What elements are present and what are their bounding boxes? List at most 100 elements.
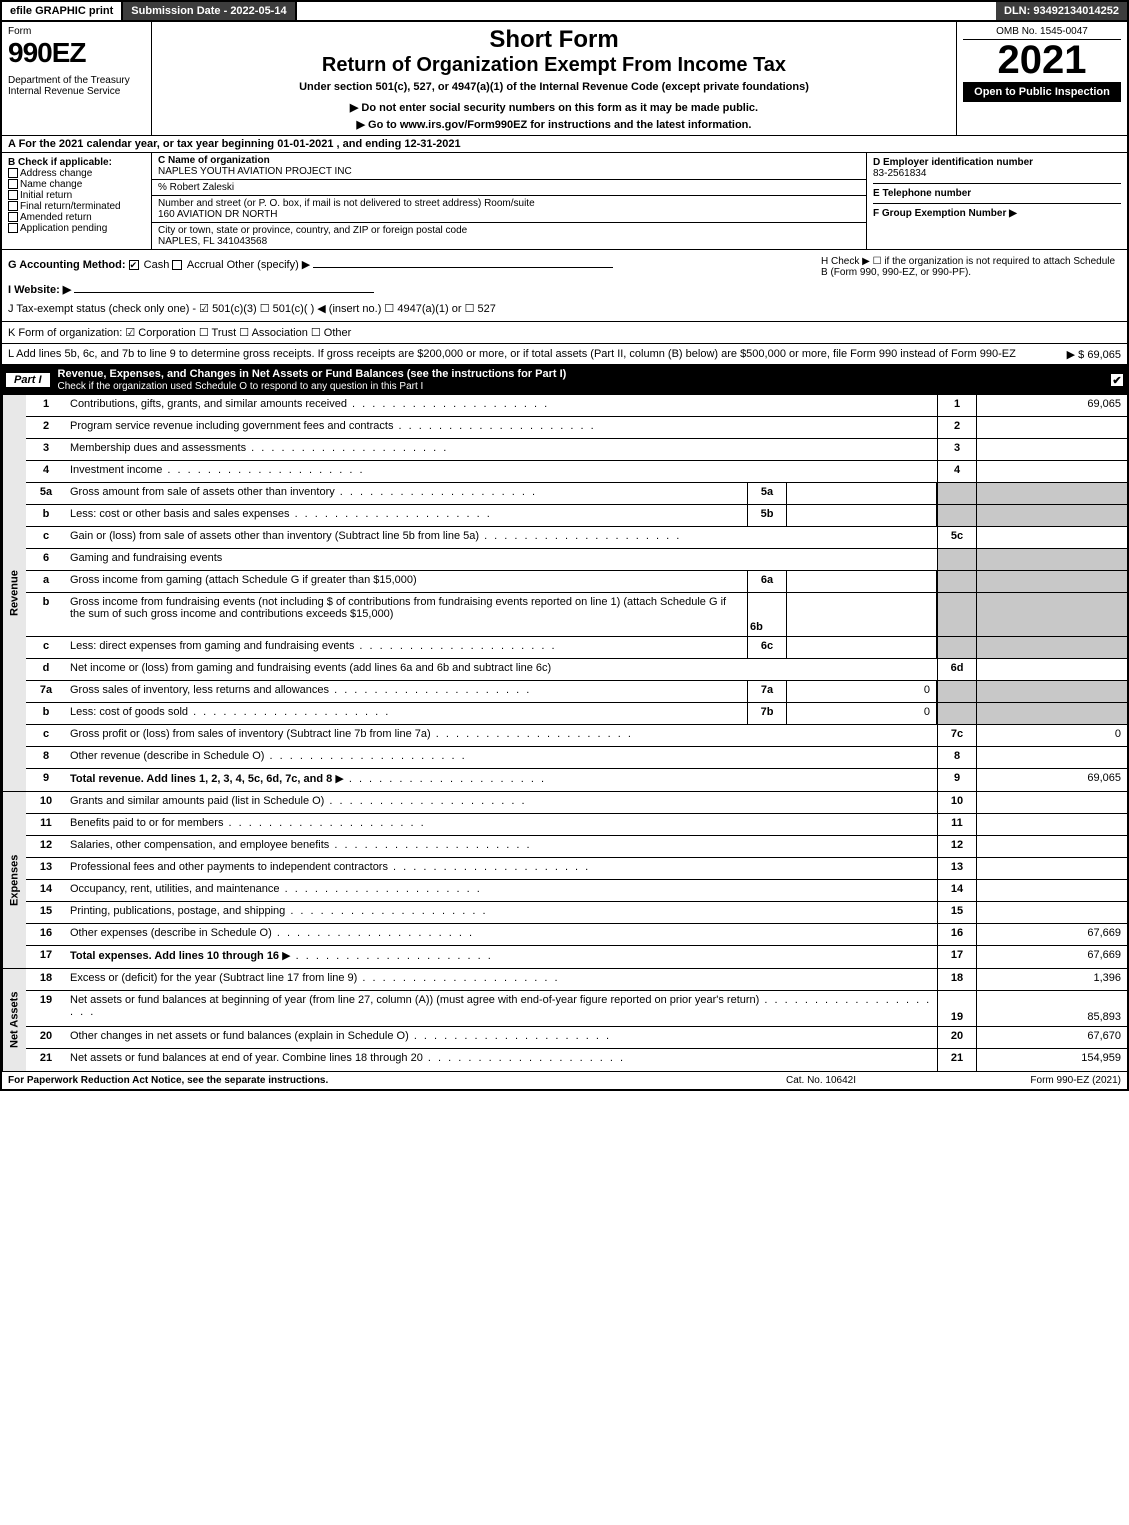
- line-7b: bLess: cost of goods sold7b0: [26, 703, 1127, 725]
- line-13: 13Professional fees and other payments t…: [26, 858, 1127, 880]
- section-h: H Check ▶ ☐ if the organization is not r…: [821, 256, 1121, 315]
- line-1: 1Contributions, gifts, grants, and simil…: [26, 395, 1127, 417]
- line-9: 9Total revenue. Add lines 1, 2, 3, 4, 5c…: [26, 769, 1127, 791]
- main-title: Return of Organization Exempt From Incom…: [158, 54, 950, 77]
- column-b: B Check if applicable: Address change Na…: [2, 153, 152, 249]
- care-of-row: % Robert Zaleski: [152, 180, 866, 196]
- other-specify-field[interactable]: [313, 256, 613, 268]
- spacer: [297, 2, 996, 20]
- street-row: Number and street (or P. O. box, if mail…: [152, 196, 866, 223]
- line-11: 11Benefits paid to or for members11: [26, 814, 1127, 836]
- inspection-box: Open to Public Inspection: [963, 82, 1121, 102]
- line-21: 21Net assets or fund balances at end of …: [26, 1049, 1127, 1071]
- line-7a: 7aGross sales of inventory, less returns…: [26, 681, 1127, 703]
- part1-checkbox[interactable]: ✔: [1111, 374, 1123, 386]
- line-7c: cGross profit or (loss) from sales of in…: [26, 725, 1127, 747]
- warning-2[interactable]: ▶ Go to www.irs.gov/Form990EZ for instru…: [158, 118, 950, 131]
- city-row: City or town, state or province, country…: [152, 223, 866, 249]
- subtitle: Under section 501(c), 527, or 4947(a)(1)…: [158, 81, 950, 93]
- line-14: 14Occupancy, rent, utilities, and mainte…: [26, 880, 1127, 902]
- accounting-method: G Accounting Method: Cash Accrual Other …: [8, 256, 821, 315]
- line-19: 19Net assets or fund balances at beginni…: [26, 991, 1127, 1027]
- row-l: L Add lines 5b, 6c, and 7b to line 9 to …: [0, 344, 1129, 365]
- line-2: 2Program service revenue including gover…: [26, 417, 1127, 439]
- line-20: 20Other changes in net assets or fund ba…: [26, 1027, 1127, 1049]
- row-k: K Form of organization: ☑ Corporation ☐ …: [0, 322, 1129, 344]
- chk-address[interactable]: Address change: [8, 168, 145, 179]
- phone-label: E Telephone number: [873, 188, 1121, 199]
- street-value: 160 AVIATION DR NORTH: [158, 209, 860, 220]
- header-center: Short Form Return of Organization Exempt…: [152, 22, 957, 135]
- chk-cash[interactable]: [129, 260, 139, 270]
- row-l-value: ▶ $ 69,065: [1067, 348, 1121, 361]
- footer: For Paperwork Reduction Act Notice, see …: [0, 1072, 1129, 1091]
- chk-initial[interactable]: Initial return: [8, 190, 145, 201]
- tax-exempt-status: J Tax-exempt status (check only one) - ☑…: [8, 302, 821, 315]
- phone-block: E Telephone number: [873, 188, 1121, 204]
- city-label: City or town, state or province, country…: [158, 225, 860, 236]
- row-l-text: L Add lines 5b, 6c, and 7b to line 9 to …: [8, 348, 1016, 360]
- part1-header: Part I Revenue, Expenses, and Changes in…: [0, 365, 1129, 395]
- expenses-side-label: Expenses: [2, 792, 26, 968]
- form-header: Form 990EZ Department of the Treasury In…: [0, 22, 1129, 136]
- line-16: 16Other expenses (describe in Schedule O…: [26, 924, 1127, 946]
- line-6: 6Gaming and fundraising events: [26, 549, 1127, 571]
- tax-year: 2021: [963, 40, 1121, 80]
- street-label: Number and street (or P. O. box, if mail…: [158, 198, 860, 209]
- ein-value: 83-2561834: [873, 168, 1121, 179]
- footer-center: Cat. No. 10642I: [721, 1075, 921, 1086]
- top-bar: efile GRAPHIC print Submission Date - 20…: [0, 0, 1129, 22]
- line-8: 8Other revenue (describe in Schedule O)8: [26, 747, 1127, 769]
- line-18: 18Excess or (deficit) for the year (Subt…: [26, 969, 1127, 991]
- part1-label: Part I: [6, 373, 50, 387]
- line-6d: dNet income or (loss) from gaming and fu…: [26, 659, 1127, 681]
- col-b-title: B Check if applicable:: [8, 157, 145, 168]
- revenue-side-label: Revenue: [2, 395, 26, 791]
- group-exemption: F Group Exemption Number ▶: [873, 208, 1121, 219]
- org-name-label: C Name of organization: [158, 155, 860, 166]
- form-word: Form: [8, 26, 145, 37]
- line-15: 15Printing, publications, postage, and s…: [26, 902, 1127, 924]
- submission-date: Submission Date - 2022-05-14: [123, 2, 296, 20]
- org-name-row: C Name of organization NAPLES YOUTH AVIA…: [152, 153, 866, 180]
- line-6a: aGross income from gaming (attach Schedu…: [26, 571, 1127, 593]
- info-block: B Check if applicable: Address change Na…: [0, 153, 1129, 250]
- footer-right: Form 990-EZ (2021): [921, 1075, 1121, 1086]
- line-12: 12Salaries, other compensation, and empl…: [26, 836, 1127, 858]
- city-value: NAPLES, FL 341043568: [158, 236, 860, 247]
- netassets-side-label: Net Assets: [2, 969, 26, 1071]
- part1-title: Revenue, Expenses, and Changes in Net As…: [58, 368, 567, 392]
- header-left: Form 990EZ Department of the Treasury In…: [2, 22, 152, 135]
- form-number: 990EZ: [8, 37, 145, 69]
- line-5b: bLess: cost or other basis and sales exp…: [26, 505, 1127, 527]
- efile-print-button[interactable]: efile GRAPHIC print: [2, 2, 123, 20]
- chk-amended[interactable]: Amended return: [8, 212, 145, 223]
- column-c: C Name of organization NAPLES YOUTH AVIA…: [152, 153, 867, 249]
- department-text: Department of the Treasury Internal Reve…: [8, 75, 145, 97]
- line-3: 3Membership dues and assessments3: [26, 439, 1127, 461]
- org-name: NAPLES YOUTH AVIATION PROJECT INC: [158, 166, 860, 177]
- dln-label: DLN: 93492134014252: [996, 2, 1127, 20]
- line-17: 17Total expenses. Add lines 10 through 1…: [26, 946, 1127, 968]
- header-right: OMB No. 1545-0047 2021 Open to Public In…: [957, 22, 1127, 135]
- line-5a: 5aGross amount from sale of assets other…: [26, 483, 1127, 505]
- row-g-h: G Accounting Method: Cash Accrual Other …: [0, 250, 1129, 322]
- ein-label: D Employer identification number: [873, 157, 1121, 168]
- column-def: D Employer identification number 83-2561…: [867, 153, 1127, 249]
- part1-table: Revenue 1Contributions, gifts, grants, a…: [0, 395, 1129, 1072]
- chk-pending[interactable]: Application pending: [8, 223, 145, 234]
- footer-left: For Paperwork Reduction Act Notice, see …: [8, 1075, 721, 1086]
- line-10: 10Grants and similar amounts paid (list …: [26, 792, 1127, 814]
- warning-1: ▶ Do not enter social security numbers o…: [158, 101, 950, 114]
- line-6c: cLess: direct expenses from gaming and f…: [26, 637, 1127, 659]
- line-6b: bGross income from fundraising events (n…: [26, 593, 1127, 637]
- line-4: 4Investment income4: [26, 461, 1127, 483]
- website-field[interactable]: [74, 281, 374, 293]
- chk-final[interactable]: Final return/terminated: [8, 201, 145, 212]
- ein-block: D Employer identification number 83-2561…: [873, 157, 1121, 184]
- chk-name[interactable]: Name change: [8, 179, 145, 190]
- chk-accrual[interactable]: [172, 260, 182, 270]
- short-form-title: Short Form: [158, 26, 950, 54]
- section-a: A For the 2021 calendar year, or tax yea…: [0, 136, 1129, 153]
- line-5c: cGain or (loss) from sale of assets othe…: [26, 527, 1127, 549]
